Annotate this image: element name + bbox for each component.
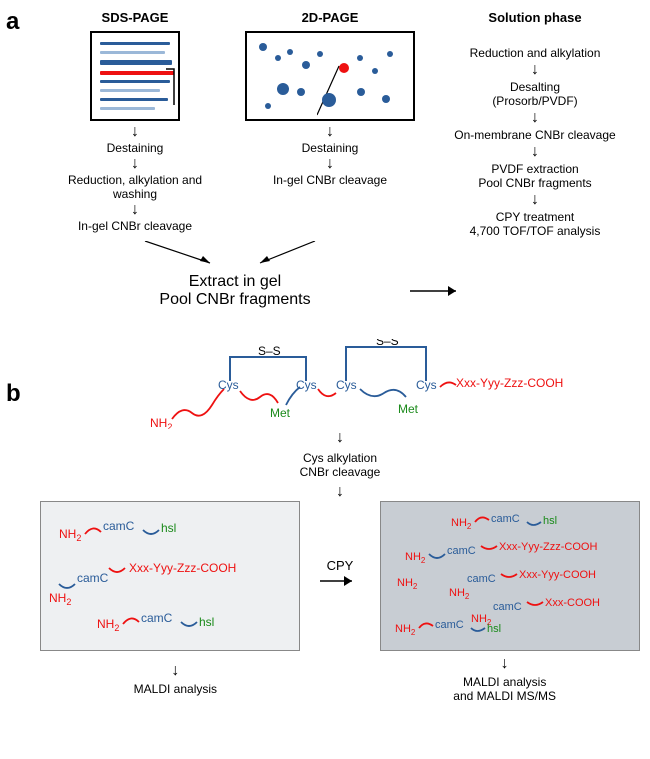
sds-title: SDS-PAGE (102, 10, 169, 25)
arrow-icon: ↓ (326, 157, 334, 171)
svg-text:NH2: NH2 (150, 416, 172, 429)
figure: a SDS-PAGE ↓ Destaining ↓ Reduction, alk… (0, 0, 650, 727)
sds-column: SDS-PAGE ↓ Destaining ↓ Reduction, alkyl… (50, 10, 220, 241)
svg-text:Cys: Cys (218, 378, 239, 392)
panel-b: S–S S–S NH2 Cys Met Cys Cys Met Cys Xxx-… (20, 339, 630, 707)
step-text: Destaining (302, 141, 359, 155)
svg-text:Xxx-Yyy-Zzz-COOH: Xxx-Yyy-Zzz-COOH (129, 561, 236, 575)
merge-arrows-icon (50, 241, 420, 271)
cpy-arrow-block: CPY (320, 558, 360, 594)
svg-text:camC: camC (103, 519, 135, 533)
svg-text:NH2: NH2 (97, 617, 119, 633)
svg-text:camC: camC (435, 619, 464, 631)
arrow-icon: ↓ (531, 111, 539, 125)
fragments-after-svg: NH2 camC hsl Xxx-Yyy-Zzz-COOH camC NH2 X… (389, 510, 633, 644)
svg-text:camC: camC (141, 611, 173, 625)
cpy-label: CPY (320, 558, 360, 573)
caption-row: ↓ MALDI analysis ↓ MALDI analysis and MA… (50, 657, 630, 707)
arrow-icon: ↓ (336, 429, 344, 446)
step-text: In-gel CNBr cleavage (273, 173, 387, 187)
arrow-icon: ↓ (131, 125, 139, 139)
svg-text:NH2: NH2 (395, 623, 416, 637)
twod-gel (245, 31, 415, 121)
svg-text:NH2: NH2 (397, 577, 418, 591)
svg-text:hsl: hsl (487, 623, 501, 635)
arrow-icon: ↓ (50, 664, 301, 678)
svg-text:camC: camC (77, 571, 109, 585)
arrow-icon: ↓ (326, 125, 334, 139)
svg-text:camC: camC (491, 513, 520, 525)
left-caption-col: ↓ MALDI analysis (50, 664, 301, 700)
arrow-icon: ↓ (131, 203, 139, 217)
fragments-after-box: NH2 camC hsl Xxx-Yyy-Zzz-COOH camC NH2 X… (380, 501, 640, 651)
svg-text:hsl: hsl (199, 615, 214, 629)
panel-b-arrow1: ↓ (50, 429, 630, 447)
svg-text:camC: camC (493, 601, 522, 613)
right-caption: MALDI analysis and MALDI MS/MS (379, 675, 630, 703)
svg-text:camC: camC (467, 573, 496, 585)
step-text: Reduction and alkylation (470, 46, 601, 60)
sds-pointer-icon (162, 61, 192, 121)
svg-text:Xxx-COOH: Xxx-COOH (545, 597, 600, 609)
solution-title: Solution phase (488, 10, 581, 25)
svg-text:hsl: hsl (543, 515, 557, 527)
arrow-icon: ↓ (379, 657, 630, 671)
merge-row: Extract in gel Pool CNBr fragments (50, 241, 420, 309)
panel-a-label: a (6, 8, 19, 36)
alkylation-step-text: Cys alkylation CNBr cleavage (50, 451, 630, 479)
right-caption-col: ↓ MALDI analysis and MALDI MS/MS (379, 657, 630, 707)
panel-b-arrow2: ↓ (50, 483, 630, 501)
merge-step-text: Extract in gel Pool CNBr fragments (50, 273, 420, 309)
arrow-icon: ↓ (531, 145, 539, 159)
svg-text:Xxx-Yyy-Zzz-COOH: Xxx-Yyy-Zzz-COOH (456, 376, 563, 390)
sds-gel-wrap (90, 31, 180, 121)
fragments-before-svg: NH2 camC hsl Xxx-Yyy-Zzz-COOH camC NH2 N… (49, 510, 293, 644)
svg-text:NH2: NH2 (49, 591, 71, 607)
arrow-icon: ↓ (131, 157, 139, 171)
step-text: Desalting (Prosorb/PVDF) (492, 80, 577, 108)
svg-text:NH2: NH2 (449, 587, 470, 601)
svg-text:hsl: hsl (161, 521, 176, 535)
panel-a: SDS-PAGE ↓ Destaining ↓ Reduction, alkyl… (20, 10, 630, 241)
svg-text:Xxx-Yyy-Zzz-COOH: Xxx-Yyy-Zzz-COOH (499, 541, 597, 553)
svg-text:S–S: S–S (376, 339, 399, 348)
svg-text:Cys: Cys (296, 378, 317, 392)
panel-b-label: b (6, 380, 21, 408)
step-text: In-gel CNBr cleavage (78, 219, 192, 233)
twod-column: 2D-PAGE ↓ Destaining ↓ In-gel CNBr cleav… (230, 10, 430, 241)
svg-text:NH2: NH2 (59, 527, 81, 543)
svg-text:Xxx-Yyy-COOH: Xxx-Yyy-COOH (519, 569, 596, 581)
step-text: Reduction, alkylation and washing (50, 173, 220, 201)
step-text: On-membrane CNBr cleavage (454, 128, 615, 142)
protein-schematic: S–S S–S NH2 Cys Met Cys Cys Met Cys Xxx-… (100, 339, 580, 429)
arrow-icon: ↓ (531, 193, 539, 207)
left-caption: MALDI analysis (50, 682, 301, 696)
step-text: Destaining (107, 141, 164, 155)
arrow-icon: ↓ (531, 63, 539, 77)
step-text: CPY treatment 4,700 TOF/TOF analysis (470, 210, 601, 238)
fragments-before-box: NH2 camC hsl Xxx-Yyy-Zzz-COOH camC NH2 N… (40, 501, 300, 651)
step-text: PVDF extraction Pool CNBr fragments (478, 162, 591, 190)
svg-text:camC: camC (447, 545, 476, 557)
svg-text:NH2: NH2 (451, 517, 472, 531)
svg-text:S–S: S–S (258, 344, 281, 358)
svg-text:Met: Met (398, 402, 419, 416)
solution-column: Solution phase Reduction and alkylation … (440, 10, 630, 241)
fragment-row: NH2 camC hsl Xxx-Yyy-Zzz-COOH camC NH2 N… (50, 501, 630, 651)
svg-text:Met: Met (270, 406, 291, 420)
twod-title: 2D-PAGE (302, 10, 359, 25)
arrow-right-icon (410, 281, 470, 301)
arrow-right-icon (320, 573, 360, 589)
svg-text:Cys: Cys (416, 378, 437, 392)
svg-text:Cys: Cys (336, 378, 357, 392)
svg-text:NH2: NH2 (405, 551, 426, 565)
arrow-icon: ↓ (336, 483, 344, 500)
